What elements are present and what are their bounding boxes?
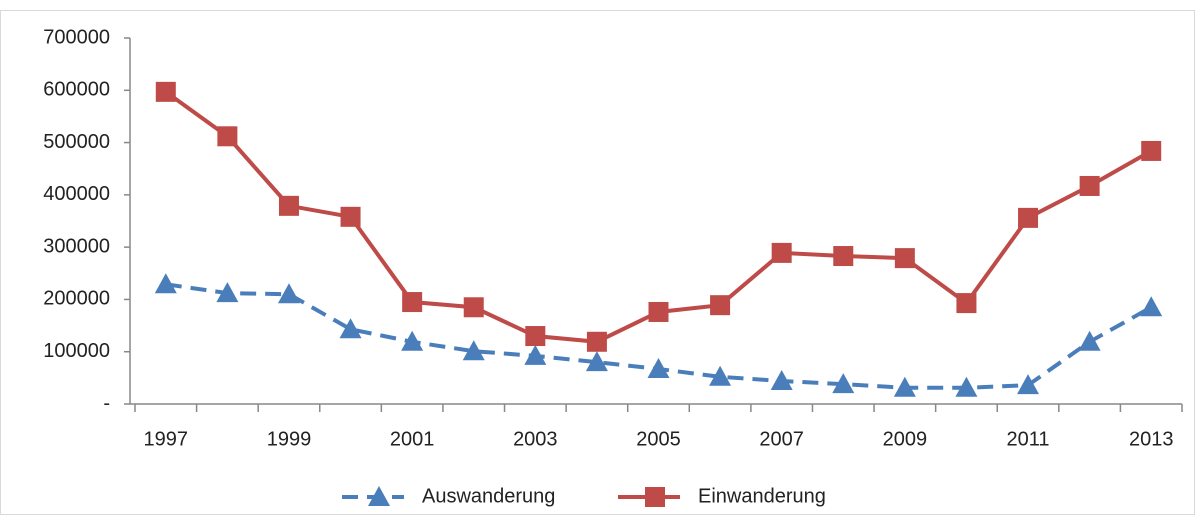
x-tick-label: 2007 xyxy=(759,428,804,450)
data-point xyxy=(1141,140,1162,161)
legend-marker xyxy=(368,486,390,506)
data-point xyxy=(462,340,485,361)
data-point xyxy=(833,246,854,267)
data-point xyxy=(893,376,916,397)
data-point xyxy=(155,81,176,102)
legend-label: Auswanderung xyxy=(422,485,555,507)
data-point xyxy=(340,206,361,227)
data-point xyxy=(216,282,239,303)
x-tick-label: 2001 xyxy=(390,428,435,450)
data-point xyxy=(524,344,547,365)
data-point xyxy=(339,318,362,339)
data-point xyxy=(1078,330,1101,351)
y-tick-label: 400000 xyxy=(43,183,110,205)
x-tick-label: 2009 xyxy=(883,428,928,450)
data-point xyxy=(709,365,732,386)
data-point xyxy=(956,293,977,314)
data-point xyxy=(648,301,669,322)
y-tick-label: 500000 xyxy=(43,131,110,153)
data-point xyxy=(770,369,793,390)
y-tick-label: 300000 xyxy=(43,235,110,257)
data-point xyxy=(1140,296,1163,317)
data-point xyxy=(771,242,792,263)
y-tick-label: - xyxy=(103,392,110,414)
x-tick-label: 2005 xyxy=(636,428,681,450)
data-point xyxy=(1079,175,1100,196)
data-point xyxy=(278,195,299,216)
legend-label: Einwanderung xyxy=(698,485,826,507)
y-tick-label: 200000 xyxy=(43,288,110,310)
data-point xyxy=(710,295,731,316)
data-point xyxy=(277,283,300,304)
data-point xyxy=(525,326,546,347)
y-tick-label: 700000 xyxy=(43,26,110,48)
data-point xyxy=(1018,207,1039,228)
x-tick-label: 1997 xyxy=(144,428,189,450)
y-tick-label: 100000 xyxy=(43,340,110,362)
data-point xyxy=(463,297,484,318)
data-point xyxy=(154,273,177,294)
data-point xyxy=(955,376,978,397)
data-point xyxy=(402,292,423,313)
data-point xyxy=(586,331,607,352)
x-tick-label: 2013 xyxy=(1129,428,1174,450)
data-point xyxy=(585,351,608,372)
data-point xyxy=(1017,374,1040,395)
x-tick-label: 1999 xyxy=(267,428,312,450)
x-tick-label: 2011 xyxy=(1007,428,1050,450)
data-point xyxy=(894,248,915,269)
data-point xyxy=(832,373,855,394)
data-point xyxy=(217,126,238,147)
data-point xyxy=(401,330,424,351)
legend-marker xyxy=(645,487,665,507)
x-tick-label: 2003 xyxy=(513,428,558,450)
data-point xyxy=(647,357,670,378)
y-tick-label: 600000 xyxy=(43,79,110,101)
